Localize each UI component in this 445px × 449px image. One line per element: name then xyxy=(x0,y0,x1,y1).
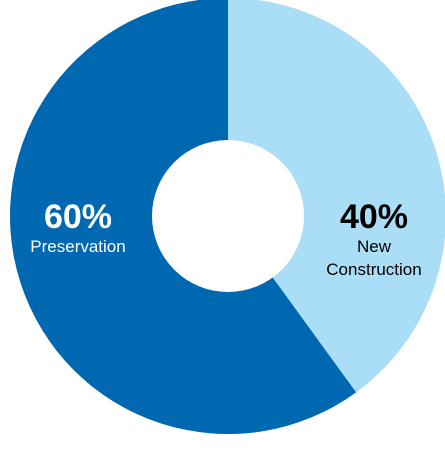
slice-new-construction xyxy=(228,0,445,393)
preservation-percent-label: 60% xyxy=(44,198,112,236)
new-construction-percent-label: 40% xyxy=(340,198,408,236)
new-construction-name-line-1: New xyxy=(357,237,392,256)
preservation-name-label: Preservation xyxy=(30,237,125,256)
new-construction-name-line-2: Construction xyxy=(326,260,421,279)
donut-hole xyxy=(152,140,304,292)
